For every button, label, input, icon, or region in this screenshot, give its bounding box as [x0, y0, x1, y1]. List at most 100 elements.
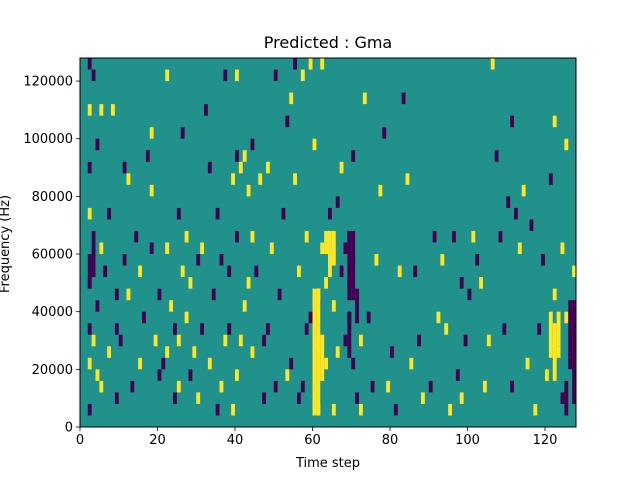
heatmap-cell	[541, 254, 546, 266]
heatmap-cell	[331, 403, 336, 416]
heatmap-cell	[91, 69, 96, 82]
heatmap-cell	[211, 288, 216, 301]
heatmap-cell	[219, 380, 224, 393]
heatmap-cell	[250, 346, 255, 358]
heatmap-cell	[351, 150, 356, 162]
heatmap-cell-run	[568, 300, 573, 358]
x-tick-label: 120	[533, 433, 558, 448]
heatmap-cell	[386, 380, 391, 393]
heatmap-cell	[444, 323, 449, 335]
heatmap-cell	[510, 115, 515, 128]
heatmap-cell	[91, 230, 96, 243]
heatmap-cell	[142, 311, 146, 324]
heatmap-cell	[331, 300, 336, 312]
heatmap-cell-run	[328, 230, 332, 278]
heatmap-cell	[440, 254, 445, 266]
heatmap-cell	[196, 392, 201, 404]
heatmap-cell	[521, 184, 526, 197]
heatmap-cell	[246, 277, 251, 289]
heatmap-cell	[250, 230, 255, 243]
heatmap-cell	[510, 380, 515, 393]
heatmap-cell	[231, 173, 236, 185]
heatmap-cell	[235, 69, 239, 82]
heatmap-cell	[413, 265, 418, 278]
heatmap-cell	[157, 369, 162, 381]
x-tick-label: 40	[227, 433, 244, 448]
heatmap-cell	[122, 254, 127, 266]
heatmap-cell	[165, 242, 170, 255]
heatmap-cell	[545, 369, 549, 381]
heatmap-cell	[552, 115, 557, 128]
heatmap-cell	[556, 346, 561, 358]
heatmap-cell-run	[316, 288, 321, 416]
heatmap-cell	[184, 230, 189, 243]
heatmap-cell	[227, 265, 232, 278]
heatmap-cell-run	[564, 380, 569, 416]
heatmap-cell	[335, 196, 340, 208]
heatmap-cell	[242, 150, 247, 162]
heatmap-cell	[378, 184, 383, 197]
heatmap-cell	[517, 242, 522, 255]
heatmap-cell	[238, 334, 243, 347]
heatmap-cell	[111, 104, 115, 116]
heatmap-cell	[200, 242, 205, 255]
heatmap-cell	[277, 288, 282, 301]
heatmap-cell	[432, 230, 437, 243]
x-tick-label: 100	[455, 433, 480, 448]
heatmap-cell	[207, 161, 212, 174]
heatmap-cell	[87, 403, 92, 416]
heatmap-cell	[118, 334, 123, 347]
heatmap-cell	[463, 334, 468, 347]
heatmap-cell	[266, 323, 270, 335]
heatmap-cell	[362, 92, 367, 105]
heatmap-cell	[486, 334, 491, 347]
heatmap-cell	[134, 230, 139, 243]
heatmap-cell	[207, 357, 212, 370]
x-axis: 0 20 40 60 80 100 120	[76, 427, 558, 448]
heatmap-cell	[114, 288, 119, 301]
heatmap-cell	[180, 127, 185, 139]
heatmap-cell	[405, 173, 410, 185]
heatmap-cell	[165, 69, 170, 82]
heatmap-cell	[87, 161, 92, 174]
heatmap-cell	[293, 173, 298, 185]
heatmap-cell	[200, 323, 205, 335]
heatmap-cell	[95, 300, 100, 312]
heatmap-cell	[483, 380, 487, 393]
heatmap-cell	[351, 357, 356, 370]
heatmap-cell	[320, 242, 325, 255]
heatmap-cell	[153, 334, 158, 347]
heatmap-cell	[564, 138, 569, 151]
heatmap-cell	[176, 334, 181, 347]
y-tick-label: 60000	[32, 248, 73, 263]
heatmap-cell	[149, 242, 154, 255]
heatmap-cell	[273, 69, 278, 82]
y-tick-label: 20000	[32, 363, 73, 378]
heatmap-cell-run	[355, 288, 360, 324]
heatmap-cell	[390, 346, 394, 358]
heatmap-cell	[324, 357, 329, 370]
heatmap-cell	[572, 265, 577, 278]
heatmap-cell-run	[556, 311, 561, 347]
heatmap-cell	[273, 380, 278, 393]
heatmap-cell	[184, 311, 189, 324]
heatmap-cell	[149, 127, 154, 139]
heatmap-cell	[103, 265, 108, 278]
heatmap-cell	[254, 265, 259, 278]
heatmap-cell	[99, 104, 104, 116]
heatmap-cell	[215, 403, 220, 416]
heatmap-cell-run	[331, 230, 336, 266]
heatmap-cell	[87, 207, 92, 220]
heatmap-cell-run	[347, 230, 352, 301]
plot-area	[79, 57, 577, 428]
heatmap-cell	[359, 403, 363, 416]
heatmap-cell	[417, 334, 422, 347]
heatmap-cell	[87, 254, 92, 266]
heatmap-cell	[285, 115, 290, 128]
y-axis-label: Frequency (Hz)	[0, 195, 13, 293]
heatmap-cell	[173, 323, 177, 335]
heatmap-cell	[355, 392, 360, 404]
heatmap-cell	[339, 265, 344, 278]
heatmap-cell	[494, 150, 499, 162]
